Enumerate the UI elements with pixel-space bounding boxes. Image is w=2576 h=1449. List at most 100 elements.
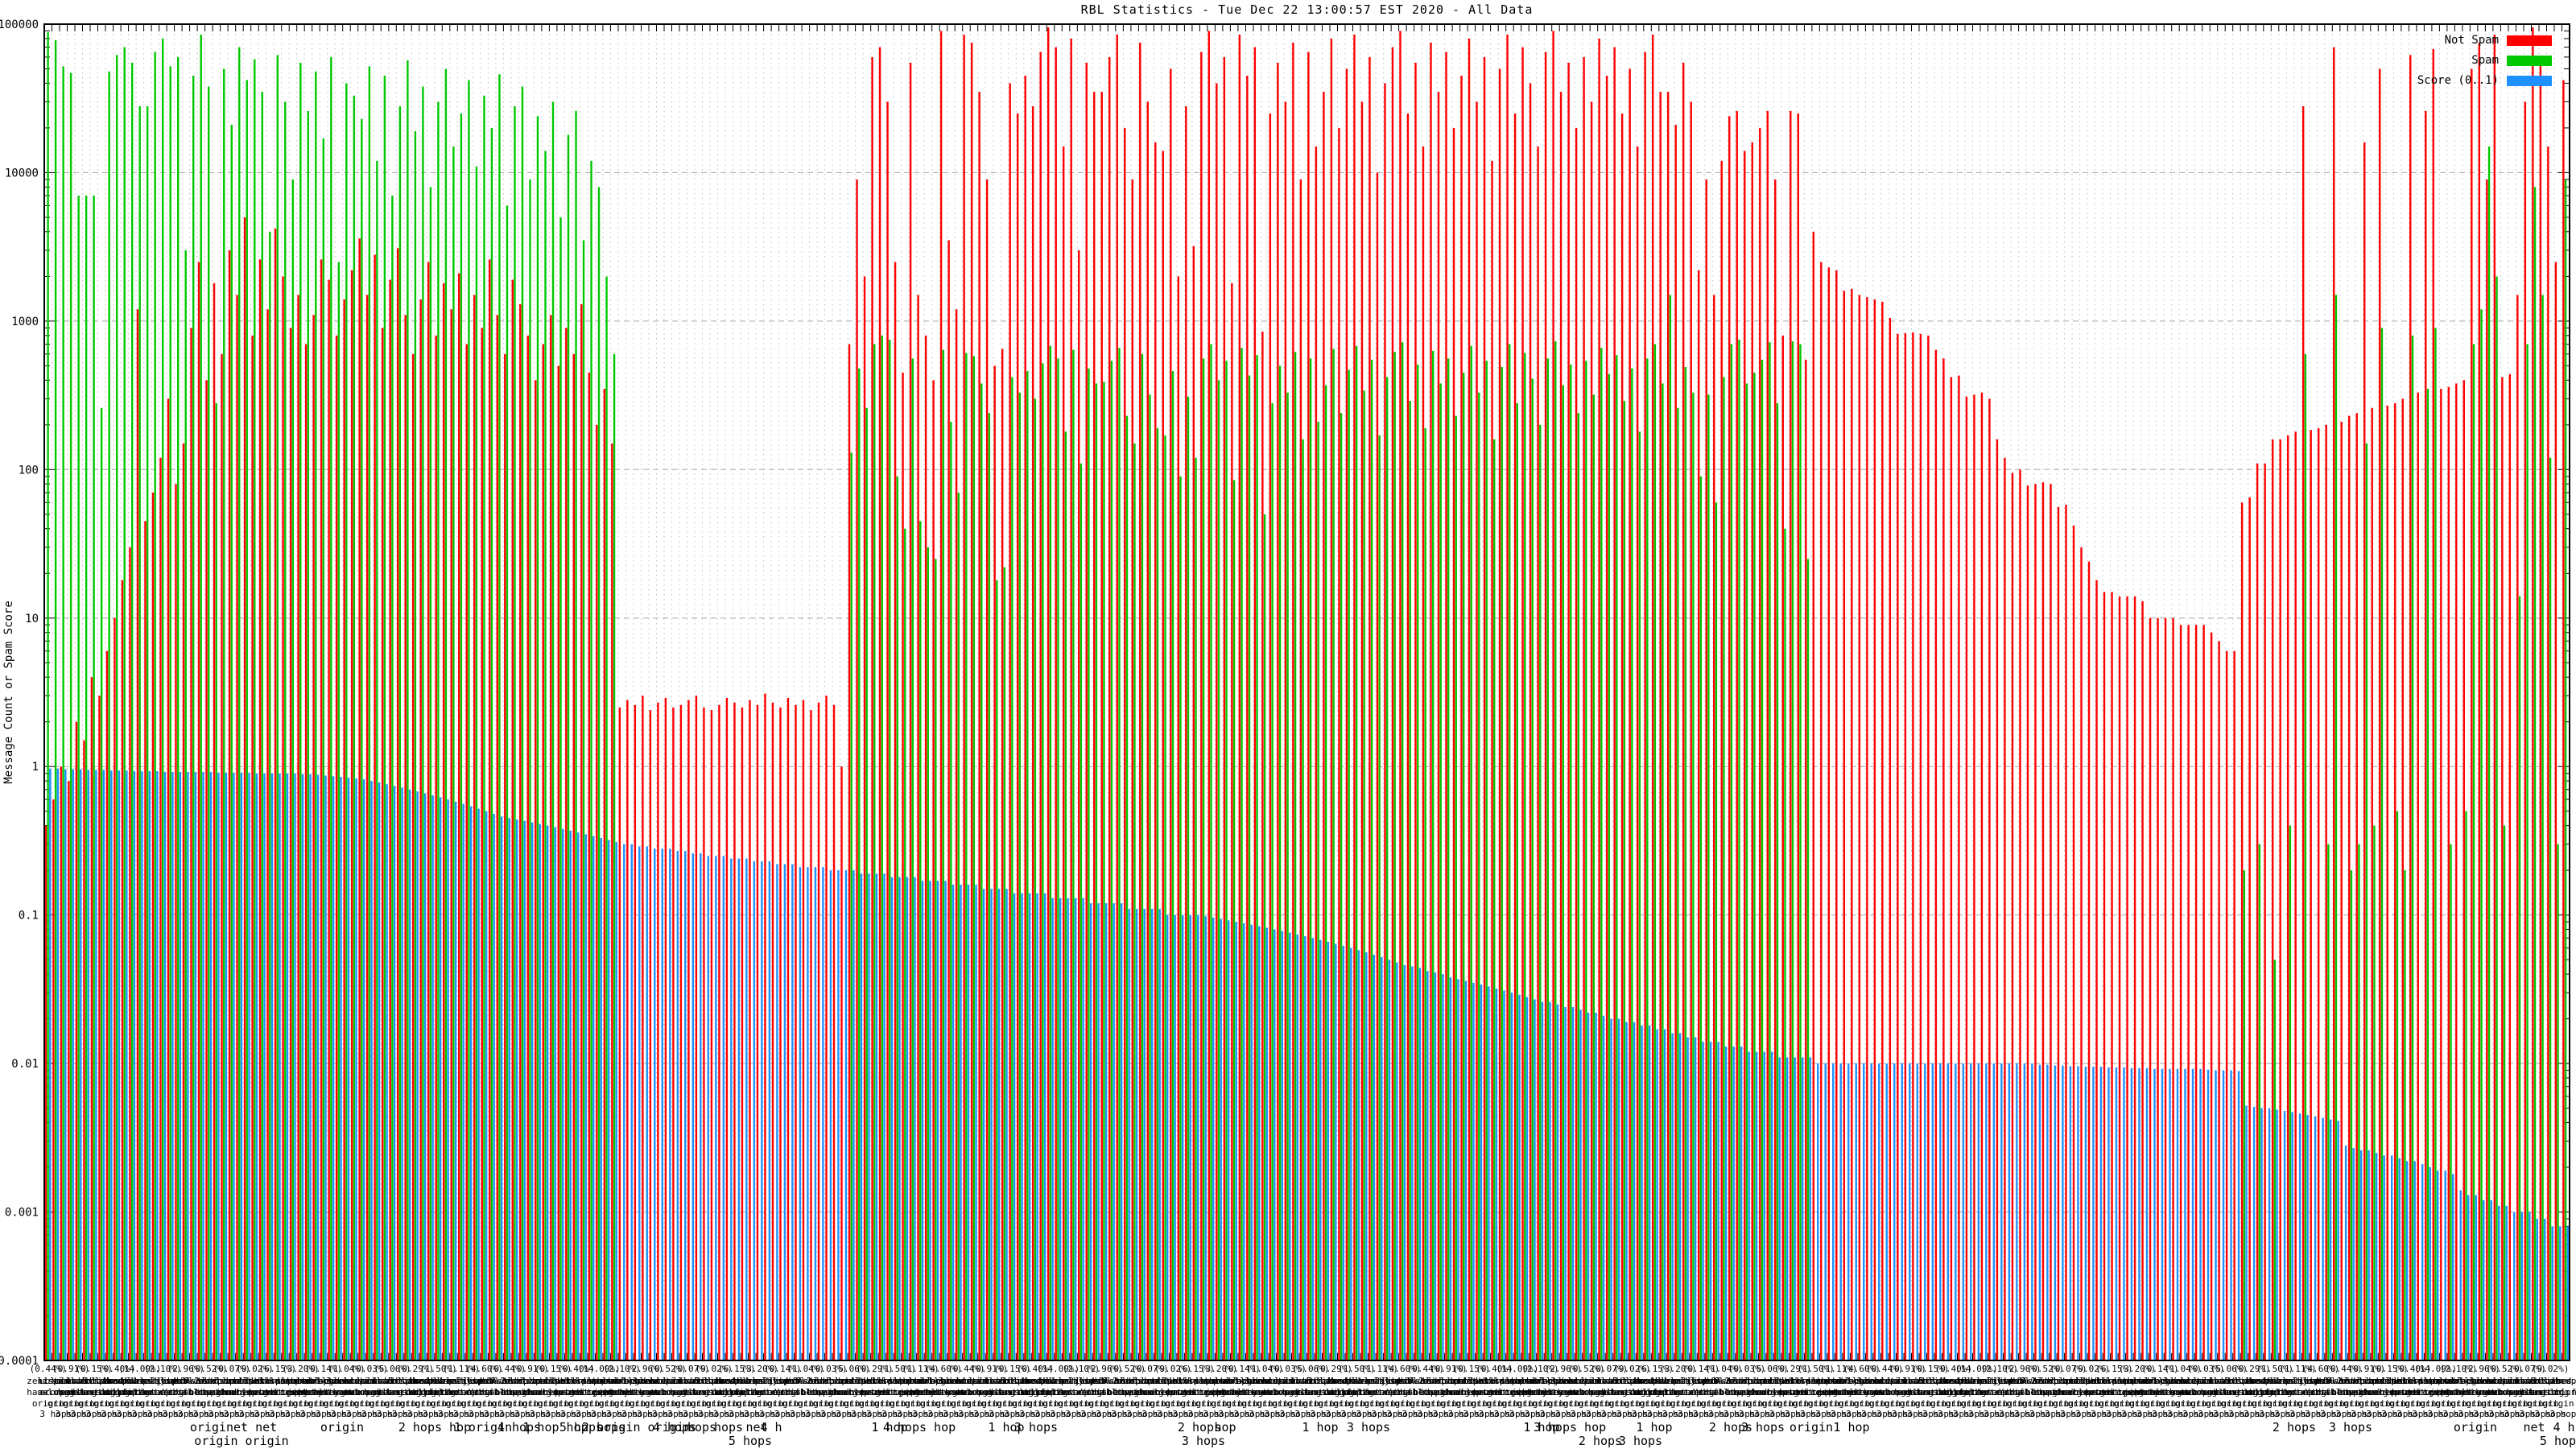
spam-bar xyxy=(551,101,555,1360)
score-bar xyxy=(1955,1063,1957,1360)
x-tick-label: .Y.dnsbl xyxy=(769,1387,811,1397)
x-tick-label: bl.mails xyxy=(2047,1376,2090,1386)
x-tick-label: anitu.net xyxy=(2098,1387,2146,1397)
score-bar xyxy=(477,808,480,1360)
not-spam-bar xyxy=(695,696,698,1360)
x-tick-label: vices.net xyxy=(881,1387,930,1397)
not-spam-bar xyxy=(572,353,576,1360)
score-bar xyxy=(630,844,633,1360)
x-tick-label: bl.spameati xyxy=(1526,1376,1585,1386)
x-tick-label: tant.no xyxy=(634,1387,671,1397)
x-tick-label: eat.org xyxy=(2226,1387,2263,1397)
x-tick-label: anitu.net xyxy=(2404,1387,2452,1397)
score-bar xyxy=(814,867,817,1360)
x-tick-label: riel.com xyxy=(2315,1387,2358,1397)
not-spam-bar xyxy=(228,250,231,1360)
x-tick-label: l.info xyxy=(713,1387,745,1397)
x-tick-label: combined.rb xyxy=(1917,1376,1975,1386)
x-tick-label: rep.mails xyxy=(897,1376,945,1386)
x-tick-label: dnsbl.so xyxy=(1695,1376,1738,1386)
x-tick-label: zen.spam xyxy=(639,1376,682,1386)
not-spam-bar xyxy=(2218,641,2220,1360)
not-spam-bar xyxy=(1491,160,1493,1360)
x-tick-label: ubl.unsub xyxy=(2182,1376,2231,1386)
score-bar xyxy=(1097,903,1100,1360)
x-tick-label: .gweep.ca xyxy=(1363,1387,1411,1397)
x-tick-label: eat.org xyxy=(83,1387,120,1397)
x-tick-label: haus.org xyxy=(72,1387,115,1397)
spam-bar xyxy=(1064,431,1067,1361)
x-tick-label: 3 hops xyxy=(2045,1409,2077,1419)
score-bar xyxy=(1794,1057,1796,1360)
x-tick-label: psbl.sur xyxy=(1397,1376,1439,1386)
x-tick-label: combined.rb xyxy=(80,1376,138,1386)
x-tick-label: nes.com xyxy=(810,1387,848,1397)
not-spam-bar xyxy=(2026,485,2029,1361)
x-tick-label: virus.rbl. xyxy=(1889,1376,1942,1386)
x-tick-label: anitu.net xyxy=(262,1387,310,1397)
x-tick-label: dnsbl-2.uce xyxy=(1343,1376,1402,1386)
spam-bar xyxy=(1509,344,1511,1360)
x-tick-label: 3 hops xyxy=(2289,1409,2322,1419)
x-tick-label: (9.02%) xyxy=(2532,1364,2569,1374)
x-tick-label: 3 hops xyxy=(1340,1409,1373,1419)
x-tick-label: all.s5 xyxy=(1279,1376,1311,1386)
x-tick-label: 3 hops xyxy=(1279,1409,1311,1419)
x-tick-label: bl.mails xyxy=(1741,1376,1784,1386)
x-tick-label: 2 hops xyxy=(582,1420,625,1435)
x-tick-label: protect.net xyxy=(2391,1387,2450,1397)
score-bar xyxy=(1525,997,1529,1360)
spam-bar xyxy=(1653,344,1657,1360)
x-tick-label: origin xyxy=(2466,1398,2498,1409)
x-tick-label: bl.spameati xyxy=(608,1376,667,1386)
score-bar xyxy=(378,782,381,1360)
x-tick-label: 3 hops xyxy=(1325,1409,1357,1419)
x-tick-label: (5.06%) xyxy=(1292,1364,1329,1374)
x-tick-label: ymru.com xyxy=(1848,1387,1891,1397)
not-spam-bar xyxy=(443,283,445,1360)
x-tick-label: 3 hops xyxy=(2075,1409,2107,1419)
score-bar xyxy=(126,770,128,1360)
x-tick-label: wormrbl xyxy=(2333,1376,2370,1386)
x-tick-label: fbl.net xyxy=(1407,1387,1444,1397)
not-spam-bar xyxy=(703,707,705,1360)
x-tick-label: (1.11%) xyxy=(1361,1364,1398,1374)
x-tick-label: bl.kons xyxy=(1859,1376,1896,1386)
x-tick-label: swl.org xyxy=(1874,1387,1911,1397)
x-tick-label: central.org xyxy=(2429,1387,2488,1397)
spam-bar xyxy=(1470,345,1472,1360)
x-tick-label: (0.52%) xyxy=(190,1364,227,1374)
score-bar xyxy=(493,814,495,1360)
x-tick-label: 3 hops xyxy=(958,1409,990,1419)
not-spam-bar xyxy=(1299,179,1302,1360)
x-tick-label: (0.40%) xyxy=(2394,1364,2431,1374)
not-spam-bar xyxy=(557,365,560,1360)
score-bar xyxy=(462,803,464,1360)
x-tick-label: (0.40%) xyxy=(1017,1364,1054,1374)
x-tick-label: gbudb.net xyxy=(2358,1387,2406,1397)
not-spam-bar xyxy=(1797,114,1799,1360)
not-spam-bar xyxy=(1269,114,1272,1360)
x-tick-label: 3 hops xyxy=(1571,1409,1603,1419)
spam-bar xyxy=(1133,443,1136,1360)
x-tick-label: list.dn xyxy=(1261,1376,1298,1386)
spam-bar xyxy=(965,353,968,1360)
x-tick-label: origin xyxy=(1624,1398,1656,1409)
x-tick-label: (0.03%) xyxy=(351,1364,388,1374)
x-tick-label: origin xyxy=(1685,1398,1717,1409)
x-tick-label: nps.de xyxy=(2389,1387,2421,1397)
x-tick-label: score.com xyxy=(1264,1387,1312,1397)
x-tick-label: origin xyxy=(966,1398,998,1409)
not-spam-bar xyxy=(733,702,736,1360)
spam-bar xyxy=(1623,401,1626,1360)
x-tick-label: wormrbl xyxy=(1414,1376,1451,1386)
not-spam-bar xyxy=(1552,31,1554,1360)
x-tick-label: ix.dnsbl.m xyxy=(2095,1376,2149,1386)
x-tick-label: spamrbl xyxy=(1200,1376,1237,1386)
x-tick-label: bl.drm xyxy=(155,1376,187,1386)
x-tick-label: virus.rbl. xyxy=(52,1376,105,1386)
x-tick-label: dnsrbl.s xyxy=(2246,1376,2289,1386)
score-bar xyxy=(263,773,266,1360)
x-tick-label: pike.net xyxy=(593,1387,636,1397)
not-spam-bar xyxy=(1781,335,1784,1360)
